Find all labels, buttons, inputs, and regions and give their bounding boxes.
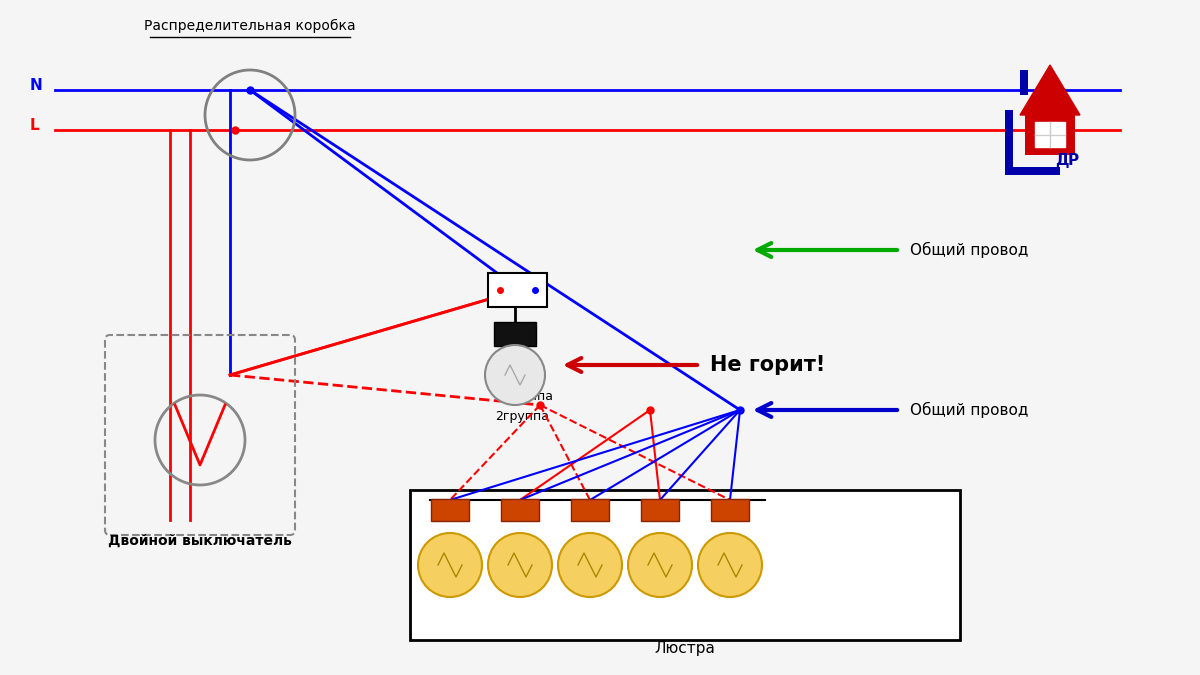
Text: Двойной выключатель: Двойной выключатель [108, 534, 292, 548]
Text: Не горит!: Не горит! [710, 355, 826, 375]
Bar [1006, 167, 1060, 175]
Circle shape [628, 533, 692, 597]
Text: L: L [30, 118, 40, 133]
Text: Р: Р [1068, 153, 1079, 168]
FancyBboxPatch shape [710, 499, 749, 521]
Polygon shape [1020, 65, 1080, 115]
Bar [1034, 122, 1066, 147]
FancyBboxPatch shape [488, 273, 547, 307]
Text: N: N [30, 78, 43, 93]
Text: Общий провод: Общий провод [910, 402, 1028, 418]
Text: 1 группа: 1 группа [496, 390, 553, 403]
Text: 2группа: 2группа [496, 410, 550, 423]
FancyBboxPatch shape [494, 322, 536, 346]
Text: Люстра: Люстра [654, 641, 715, 656]
FancyBboxPatch shape [502, 499, 539, 521]
Bar [410, 490, 960, 640]
Bar [1020, 70, 1028, 95]
FancyBboxPatch shape [641, 499, 679, 521]
Circle shape [485, 345, 545, 405]
Bar [1025, 115, 1075, 155]
FancyBboxPatch shape [431, 499, 469, 521]
Circle shape [558, 533, 622, 597]
FancyBboxPatch shape [571, 499, 610, 521]
Text: Распределительная коробка: Распределительная коробка [144, 19, 356, 33]
Circle shape [418, 533, 482, 597]
Circle shape [698, 533, 762, 597]
Text: Общий провод: Общий провод [910, 242, 1028, 258]
Bar [1006, 110, 1013, 175]
Circle shape [488, 533, 552, 597]
Text: Д: Д [1055, 153, 1068, 168]
